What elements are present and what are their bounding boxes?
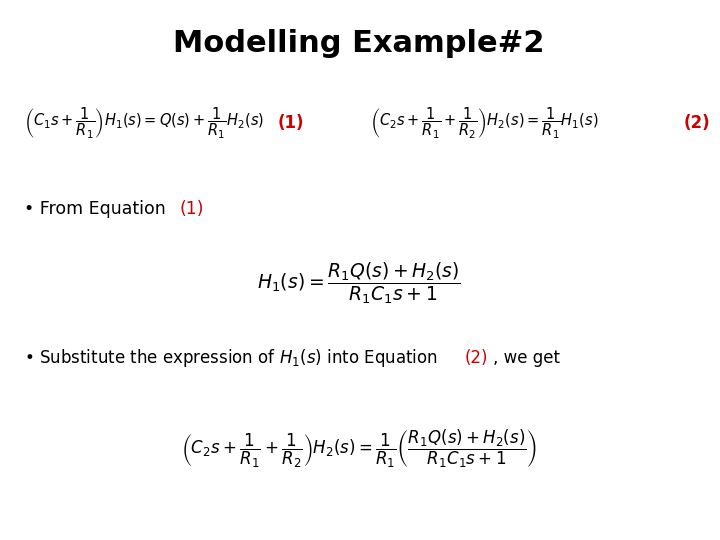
Text: (2): (2) bbox=[464, 349, 488, 367]
Text: $\left(C_2s + \dfrac{1}{R_1} + \dfrac{1}{R_2}\right)H_2(s) = \dfrac{1}{R_1}\left: $\left(C_2s + \dfrac{1}{R_1} + \dfrac{1}… bbox=[181, 428, 537, 470]
Text: , we get: , we get bbox=[493, 349, 560, 367]
Text: $\left(C_2s + \dfrac{1}{R_1} + \dfrac{1}{R_2}\right)H_2(s) = \dfrac{1}{R_1}H_1(s: $\left(C_2s + \dfrac{1}{R_1} + \dfrac{1}… bbox=[370, 105, 598, 140]
Text: • From Equation: • From Equation bbox=[24, 200, 171, 218]
Text: $\left(C_1s + \dfrac{1}{R_1}\right)H_1(s) = Q(s) + \dfrac{1}{R_1}H_2(s)$: $\left(C_1s + \dfrac{1}{R_1}\right)H_1(s… bbox=[24, 105, 264, 140]
Text: (1): (1) bbox=[179, 200, 204, 218]
Text: (1): (1) bbox=[277, 114, 304, 132]
Text: • Substitute the expression of $H_1(s)$ into Equation: • Substitute the expression of $H_1(s)$ … bbox=[24, 347, 439, 369]
Text: Modelling Example#2: Modelling Example#2 bbox=[174, 30, 545, 58]
Text: $H_1(s) = \dfrac{R_1Q(s) + H_2(s)}{R_1C_1s + 1}$: $H_1(s) = \dfrac{R_1Q(s) + H_2(s)}{R_1C_… bbox=[257, 261, 462, 306]
Text: (2): (2) bbox=[683, 114, 710, 132]
